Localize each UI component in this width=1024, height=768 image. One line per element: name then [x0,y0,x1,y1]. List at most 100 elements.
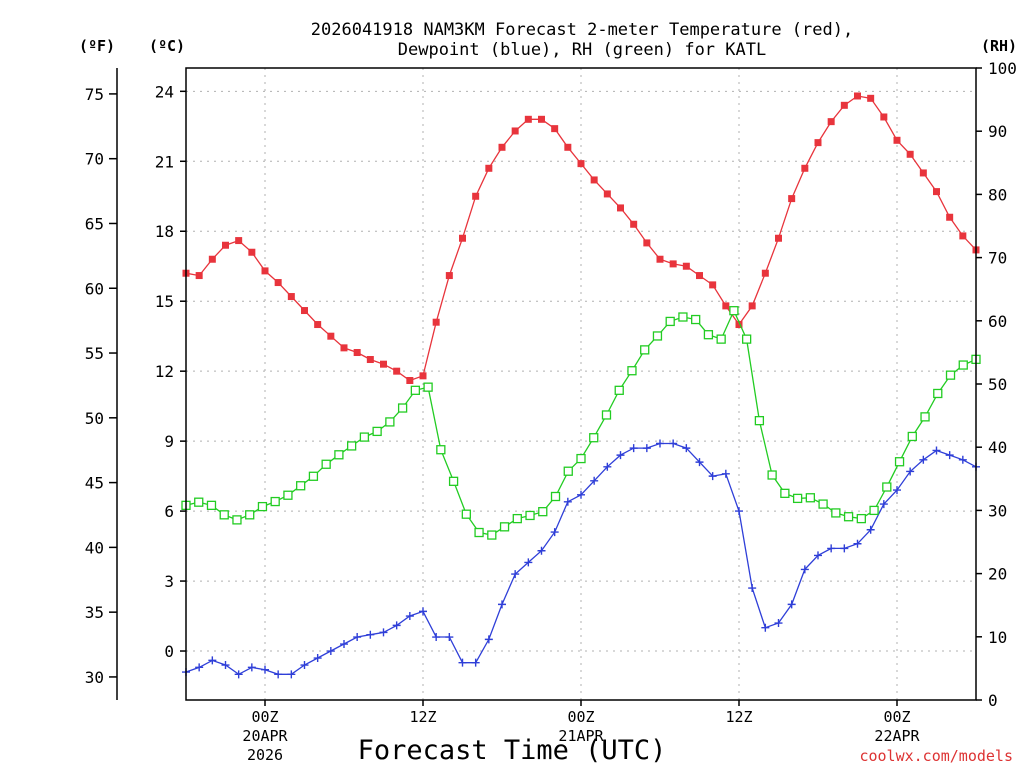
time-tick-date: 22APR [874,727,920,745]
dewpoint-point [669,439,678,448]
time-tick-year: 2026 [247,746,283,764]
rh-axis-unit: (RH) [981,37,1017,55]
temperature-point [208,255,216,263]
rh-point [385,417,395,427]
rh-point [741,334,752,344]
rh-point [525,510,535,521]
dewpoint-point [445,633,454,642]
temperature-point [867,94,875,102]
temperature-point [933,188,940,196]
rh-point [716,334,726,344]
rh-point [474,527,484,538]
dewpoint-point [761,623,770,632]
dewpoint-point [748,584,757,593]
temperature-point [498,143,506,151]
x-axis-label: Forecast Time (UTC) [358,735,667,766]
dewpoint-point [721,469,730,478]
rh-point [792,493,803,504]
temperature-point [327,332,335,340]
temperature-point [788,195,796,203]
rh-point [334,450,344,460]
temperature-point [906,150,914,158]
celsius-tick-label: 6 [164,502,174,521]
fahrenheit-tick-label: 35 [85,603,104,622]
celsius-tick-label: 18 [155,222,174,241]
temperature-point [656,255,664,263]
rh-point [831,508,841,518]
dewpoint-point [537,546,546,555]
dewpoint-point [932,446,941,455]
rh-point [245,510,255,520]
rh-point [640,345,650,355]
dewpoint-point [800,565,809,574]
dewpoint-point [708,472,717,481]
rh-point [652,331,663,341]
dewpoint-point [577,490,585,499]
temperature-point [643,239,651,247]
series-1 [182,439,980,679]
rh-tick-label: 0 [988,691,998,710]
rh-tick-label: 100 [988,59,1017,78]
temperature-point [538,115,545,123]
rh-point [691,314,701,325]
dewpoint-point [300,661,309,670]
celsius-axis: 0 3 6 9 12 15 18 21 24 [155,82,186,661]
dewpoint-point [498,600,506,609]
dewpoint-point [340,640,348,649]
celsius-tick-label: 3 [164,572,174,591]
rh-point [346,441,357,451]
dewpoint-point [695,458,704,467]
temperature-point [735,321,743,329]
temperature-point [406,377,414,385]
rh-tick-label: 60 [988,312,1007,331]
dewpoint-point [682,444,691,453]
dewpoint-point [629,444,638,453]
rh-point [448,476,459,486]
temperature-point [485,164,493,172]
rh-point [767,470,777,480]
temperature-point [564,143,572,151]
dewpoint-point [603,462,612,471]
rh-tick-label: 90 [988,122,1007,141]
temperature-point [222,241,229,249]
temperature-point [577,160,585,168]
dewpoint-point [195,663,204,672]
temperature-point [419,372,427,380]
rh-point [194,497,204,507]
rh-point [576,453,586,464]
dewpoint-point [379,628,388,637]
rh-point [423,382,433,392]
dewpoint-point [919,455,928,464]
temperature-point [366,356,374,364]
rh-tick-label: 80 [988,185,1007,204]
dewpoint-point [234,670,243,679]
rh-point [780,488,790,498]
rh-axis: 0 10 20 30 40 50 60 70 80 90 100 [976,59,1017,710]
dewpoint-point [432,633,441,642]
celsius-tick-label: 21 [155,152,174,171]
dewpoint-point [511,570,520,579]
dewpoint-point [261,665,269,674]
dewpoint-point [906,467,915,476]
fahrenheit-tick-label: 75 [85,85,104,104]
temperature-point [287,293,295,301]
rh-point [703,330,714,340]
temperature-point [472,192,480,200]
grid-lines [186,68,976,700]
celsius-tick-label: 0 [164,642,174,661]
fahrenheit-axis: 30 35 40 45 50 55 60 65 70 75 [85,68,118,700]
dewpoint-point [958,455,967,464]
rh-point [257,501,268,512]
rh-point [397,403,408,413]
chart-subtitle: Dewpoint (blue), RH (green) for KATL [398,40,766,60]
dewpoint-point [419,607,427,616]
plot-frame [185,67,977,701]
temperature-point [459,234,466,242]
dewpoint-point [326,647,335,656]
dewpoint-point [458,658,467,667]
rh-tick-label: 40 [988,438,1007,457]
rh-point [805,493,816,503]
temperature-point [682,262,690,270]
rh-point [856,513,866,524]
